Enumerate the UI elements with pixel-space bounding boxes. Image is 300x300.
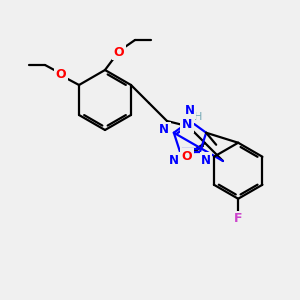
- Text: N: N: [159, 123, 169, 136]
- Text: O: O: [114, 46, 124, 59]
- Text: O: O: [56, 68, 66, 82]
- Text: F: F: [234, 212, 242, 225]
- Text: N: N: [182, 118, 192, 131]
- Text: O: O: [182, 149, 192, 163]
- Text: N: N: [201, 154, 211, 166]
- Text: N: N: [185, 104, 195, 117]
- Text: N: N: [169, 154, 179, 166]
- Text: H: H: [194, 112, 202, 122]
